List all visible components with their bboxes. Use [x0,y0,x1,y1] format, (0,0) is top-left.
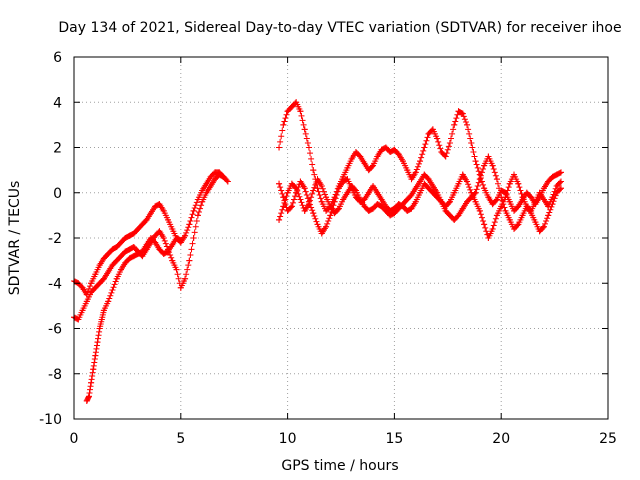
grid [74,57,608,419]
x-tick-label-2: 10 [279,431,297,447]
y-tick-label-2: -6 [48,322,62,338]
series-branch-e [276,153,565,235]
y-tick-label-1: -8 [48,367,62,383]
y-tick-label-0: -10 [39,412,62,428]
x-tick-label-1: 5 [176,431,185,447]
series-branch-c [83,235,184,404]
y-tick-label-4: -2 [48,231,62,247]
axis-ticks [73,56,609,420]
y-tick-label-3: -4 [48,276,62,292]
data-marks [71,99,565,404]
x-tick-label-5: 25 [599,431,617,447]
x-tick-label-3: 15 [385,431,403,447]
x-tick-label-4: 20 [492,431,510,447]
x-tick-label-0: 0 [70,431,79,447]
y-tick-label-7: 4 [53,95,62,111]
y-tick-label-6: 2 [53,141,62,157]
series-trace-branch-c [83,235,184,404]
y-axis-title: SDTVAR / TECUs [7,181,23,296]
x-axis-title: GPS time / hours [281,458,398,474]
series-trace-branch-f [276,171,565,241]
series-branch-f [276,171,565,241]
y-tick-label-8: 6 [53,50,62,66]
chart-title: Day 134 of 2021, Sidereal Day-to-day VTE… [58,20,621,36]
tick-labels: 0 5 10 15 20 25 -10 -8 -6 -4 -2 0 2 4 6 [39,50,617,447]
y-tick-label-5: 0 [53,186,62,202]
